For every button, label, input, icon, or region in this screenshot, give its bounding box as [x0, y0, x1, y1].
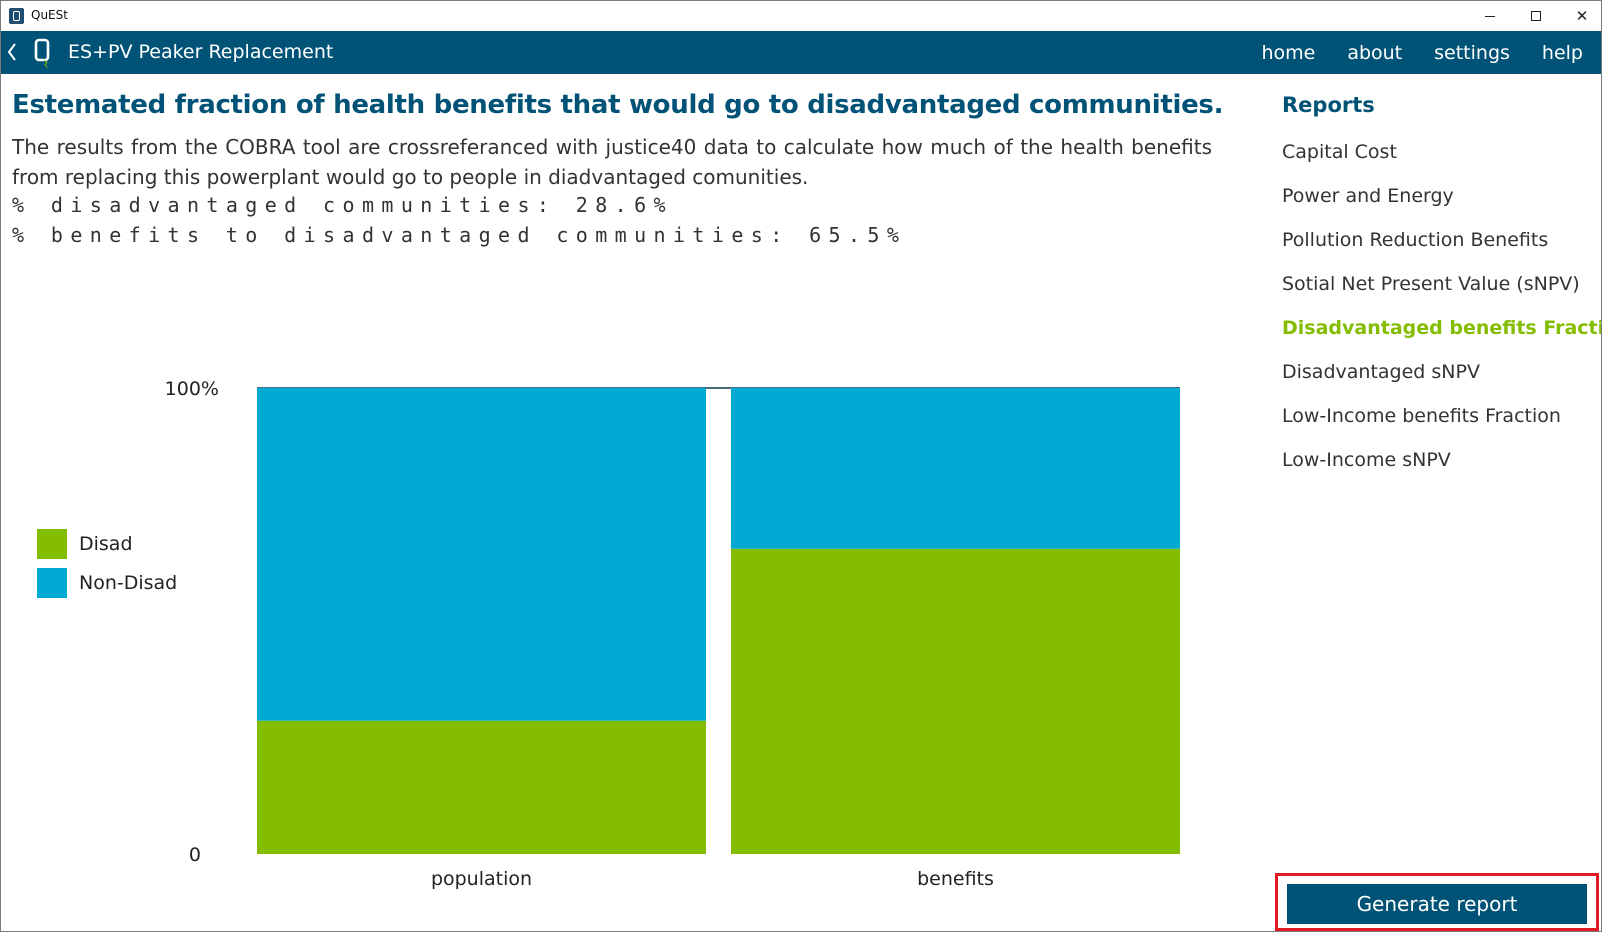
sidebar-item-disadvantaged-fraction[interactable]: Disadvantaged benefits Fraction [1282, 317, 1602, 339]
bar-population-disad [257, 720, 706, 854]
page-title: Estemated fraction of health benefits th… [12, 90, 1224, 120]
legend-swatch-disad [37, 529, 67, 559]
project-title: ES+PV Peaker Replacement [68, 41, 334, 63]
generate-report-highlight: Generate report [1275, 873, 1599, 931]
y-tick-label-min: 0 [189, 844, 201, 866]
description-text: The results from the COBRA tool are cros… [12, 135, 1212, 189]
stat-benefits-to-disadvantaged: % benefits to disadvantaged communities:… [12, 223, 907, 247]
benefits-fraction-chart: population benefits 0 100% [165, 378, 1180, 890]
sidebar-item-power-and-energy[interactable]: Power and Energy [1282, 185, 1454, 207]
nav-bar: ES+PV Peaker Replacement home about sett… [1, 31, 1601, 74]
nav-home-link[interactable]: home [1261, 41, 1316, 64]
back-icon[interactable] [5, 43, 19, 61]
minimize-icon [1485, 15, 1495, 17]
x-tick-label-benefits: benefits [917, 868, 994, 890]
sidebar-item-pollution-reduction[interactable]: Pollution Reduction Benefits [1282, 229, 1549, 251]
legend-item-disad: Disad [37, 529, 133, 559]
sidebar-item-low-income-snpv[interactable]: Low-Income sNPV [1282, 449, 1451, 471]
x-tick-label-population: population [431, 868, 532, 890]
app-icon [9, 8, 24, 24]
sidebar-item-disadvantaged-snpv[interactable]: Disadvantaged sNPV [1282, 361, 1480, 383]
sidebar-heading: Reports [1282, 93, 1375, 117]
nav-settings-link[interactable]: settings [1434, 41, 1510, 64]
nav-help-link[interactable]: help [1541, 41, 1583, 64]
title-bar: QuESt ✕ [1, 1, 1601, 31]
maximize-button[interactable] [1513, 1, 1559, 31]
maximize-icon [1531, 11, 1541, 21]
stat-disadvantaged-communities: % disadvantaged communities: 28.6% [12, 193, 673, 217]
nav-links: home about settings help [1261, 31, 1583, 74]
legend-item-non-disad: Non-Disad [37, 568, 177, 598]
bar-population-non-disad [257, 388, 706, 721]
window-title: QuESt [31, 8, 68, 22]
sidebar-item-capital-cost[interactable]: Capital Cost [1282, 141, 1397, 163]
sidebar-item-low-income-fraction[interactable]: Low-Income benefits Fraction [1282, 405, 1561, 427]
legend-swatch-non-disad [37, 568, 67, 598]
quest-logo-icon[interactable] [31, 38, 57, 70]
legend-label-disad: Disad [79, 533, 133, 555]
close-icon: ✕ [1575, 7, 1589, 25]
minimize-button[interactable] [1467, 1, 1513, 31]
bar-benefits-disad [731, 548, 1180, 854]
bar-benefits-non-disad [731, 388, 1180, 549]
generate-report-button[interactable]: Generate report [1287, 884, 1587, 924]
y-tick-label-max: 100% [165, 378, 219, 400]
sidebar-item-snpv[interactable]: Sotial Net Present Value (sNPV) [1282, 273, 1580, 295]
nav-about-link[interactable]: about [1347, 41, 1403, 64]
close-button[interactable]: ✕ [1559, 1, 1601, 31]
legend-label-non-disad: Non-Disad [79, 572, 178, 594]
